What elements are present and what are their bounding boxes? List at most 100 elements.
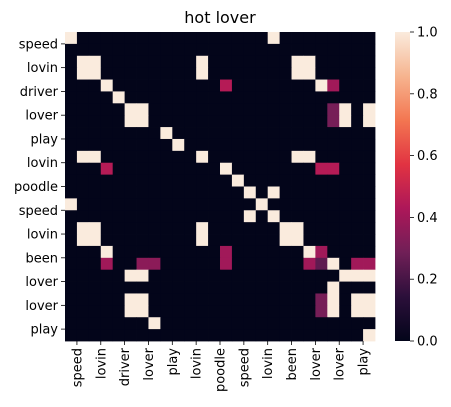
heatmap-cell	[243, 115, 257, 128]
heatmap-cell	[76, 269, 90, 282]
heatmap-cell	[65, 269, 78, 282]
heatmap-cell	[196, 55, 209, 69]
heatmap-cell	[208, 210, 221, 223]
heatmap-cell	[112, 329, 126, 342]
heatmap-cell	[291, 162, 304, 176]
heatmap-cell	[112, 186, 126, 199]
heatmap-cell	[315, 150, 328, 164]
heatmap-cell	[76, 198, 90, 211]
column-tick-label: speed	[70, 348, 85, 387]
heatmap-cell	[76, 43, 90, 57]
heatmap-cell	[88, 91, 102, 104]
heatmap-cell	[88, 305, 102, 318]
heatmap-cell	[363, 103, 376, 116]
colorbar-tick-label: 0.8	[417, 87, 438, 102]
heatmap-cell	[279, 293, 292, 306]
heatmap-cell	[363, 127, 376, 140]
heatmap-cell	[315, 138, 328, 152]
heatmap-cell	[315, 43, 328, 57]
heatmap-cell	[136, 150, 149, 164]
heatmap-cell	[315, 186, 328, 199]
heatmap-cell	[220, 43, 233, 57]
heatmap-cell	[267, 174, 281, 187]
heatmap-cell	[291, 32, 304, 45]
heatmap-cell	[100, 115, 114, 128]
heatmap-cell	[279, 91, 292, 104]
heatmap-cell	[220, 32, 233, 45]
heatmap-cell	[172, 222, 185, 235]
heatmap-cell	[124, 317, 137, 330]
heatmap-cell	[76, 293, 90, 306]
heatmap-cell	[327, 329, 340, 342]
heatmap-cell	[279, 234, 292, 247]
heatmap-cell	[303, 43, 316, 57]
heatmap-cell	[76, 115, 90, 128]
heatmap-cell	[291, 79, 304, 92]
heatmap-cell	[208, 174, 221, 187]
heatmap-cell	[220, 91, 233, 104]
heatmap-cell	[255, 103, 269, 116]
heatmap-cell	[184, 174, 197, 187]
heatmap-cell	[255, 245, 269, 259]
heatmap-cell	[315, 281, 328, 294]
heatmap-cell	[363, 317, 376, 330]
heatmap-cell	[291, 186, 304, 199]
heatmap-cell	[100, 257, 114, 271]
heatmap-cell	[172, 329, 185, 342]
heatmap-cell	[160, 329, 173, 342]
heatmap-cell	[65, 162, 78, 176]
heatmap-cell	[124, 138, 137, 152]
heatmap-cell	[208, 162, 221, 176]
heatmap-cell	[243, 257, 257, 271]
heatmap-cell	[196, 138, 209, 152]
heatmap-cell	[231, 245, 245, 259]
heatmap-cell	[136, 269, 149, 282]
heatmap-cell	[255, 43, 269, 57]
row-tick-labels: speed lovin driver lover play lovin poodle spee…	[14, 37, 65, 338]
heatmap-cell	[231, 198, 245, 211]
heatmap-cell	[172, 91, 185, 104]
heatmap-cell	[160, 317, 173, 330]
heatmap-cell	[160, 55, 173, 69]
heatmap-cell	[351, 305, 364, 318]
heatmap-cell	[220, 198, 233, 211]
heatmap-cell	[65, 305, 78, 318]
heatmap-cell	[160, 257, 173, 271]
heatmap-cell	[255, 79, 269, 92]
heatmap-cell	[112, 127, 126, 140]
heatmap-cell	[255, 305, 269, 318]
heatmap-cell	[124, 103, 137, 116]
heatmap-cell	[267, 210, 281, 223]
heatmap-cell	[100, 79, 114, 92]
heatmap-cell	[339, 269, 352, 282]
heatmap-cell	[267, 198, 281, 211]
heatmap-cell	[327, 317, 340, 330]
heatmap-cell	[100, 245, 114, 259]
heatmap-cell	[196, 103, 209, 116]
heatmap-cell	[172, 162, 185, 176]
heatmap-cell	[184, 103, 197, 116]
heatmap-cell	[112, 115, 126, 128]
heatmap-cell	[65, 79, 78, 92]
heatmap-cell	[184, 138, 197, 152]
heatmap-cell	[315, 329, 328, 342]
heatmap-cell	[243, 234, 257, 247]
heatmap-cell	[279, 186, 292, 199]
heatmap-cell	[184, 186, 197, 199]
heatmap-cell	[184, 32, 197, 45]
heatmap-cell	[124, 186, 137, 199]
heatmap-cell	[196, 186, 209, 199]
heatmap-cell	[196, 79, 209, 92]
heatmap-cell	[267, 138, 281, 152]
heatmap-cell	[243, 138, 257, 152]
heatmap-cell	[65, 91, 78, 104]
heatmap-cell	[196, 43, 209, 57]
heatmap-cell	[267, 127, 281, 140]
heatmap-cell	[231, 55, 245, 69]
heatmap-cell	[315, 174, 328, 187]
heatmap-cell	[303, 162, 316, 176]
heatmap-cell	[339, 162, 352, 176]
heatmap-cell	[339, 55, 352, 69]
heatmap-cell	[243, 67, 257, 80]
heatmap-cell	[279, 329, 292, 342]
